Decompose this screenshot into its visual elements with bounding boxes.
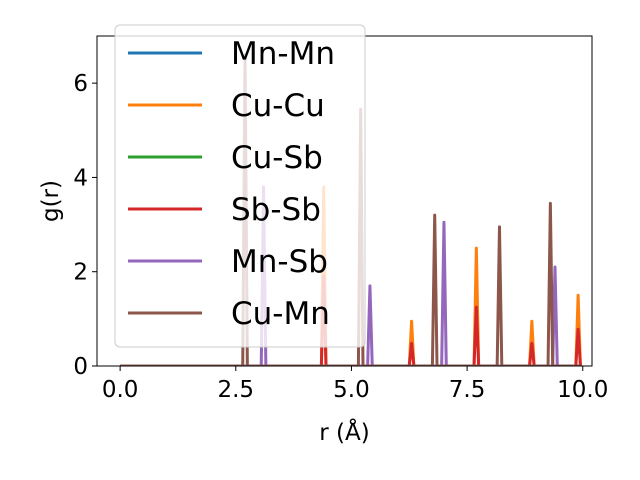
x-tick-label: 10.0	[557, 377, 608, 403]
x-axis-title: r (Å)	[319, 418, 369, 446]
legend-label: Mn-Sb	[231, 244, 328, 280]
x-axis: 0.0 2.5 5.0 7.5 10.0	[102, 366, 608, 403]
y-axis: 0 2 4 6	[73, 71, 97, 380]
x-tick-label: 0.0	[102, 377, 139, 403]
legend-label: Sb-Sb	[231, 192, 321, 228]
legend-label: Cu-Mn	[231, 296, 330, 332]
y-tick-label: 2	[73, 260, 88, 286]
x-tick-label: 5.0	[333, 377, 370, 403]
x-tick-label: 2.5	[217, 377, 254, 403]
legend-label: Cu-Cu	[231, 88, 325, 124]
x-tick-label: 7.5	[449, 377, 486, 403]
y-tick-label: 6	[73, 71, 88, 97]
legend: Mn-Mn Cu-Cu Cu-Sb Sb-Sb Mn-Sb Cu-Mn	[114, 24, 366, 348]
y-axis-title: g(r)	[38, 180, 64, 222]
y-tick-label: 0	[73, 354, 88, 380]
y-tick-label: 4	[73, 165, 88, 191]
legend-label: Cu-Sb	[231, 140, 323, 176]
legend-label: Mn-Mn	[231, 36, 335, 72]
